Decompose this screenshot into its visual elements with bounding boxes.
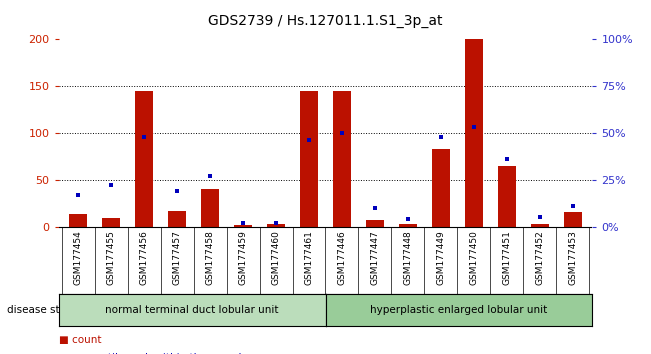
Point <box>205 173 215 179</box>
Text: GSM177459: GSM177459 <box>239 230 247 285</box>
Bar <box>300 91 318 227</box>
Point <box>534 214 545 220</box>
Text: GSM177457: GSM177457 <box>173 230 182 285</box>
Bar <box>497 166 516 227</box>
Point <box>469 124 479 130</box>
Text: GSM177454: GSM177454 <box>74 230 83 285</box>
Text: GSM177447: GSM177447 <box>370 230 380 285</box>
Text: ■ percentile rank within the sample: ■ percentile rank within the sample <box>59 353 247 354</box>
Text: GSM177455: GSM177455 <box>107 230 116 285</box>
Bar <box>465 39 483 227</box>
Bar <box>333 91 351 227</box>
Point <box>568 203 578 209</box>
Bar <box>102 218 120 227</box>
Text: GDS2739 / Hs.127011.1.S1_3p_at: GDS2739 / Hs.127011.1.S1_3p_at <box>208 14 443 28</box>
Bar <box>531 224 549 227</box>
Point <box>370 205 380 211</box>
Text: disease state ▶: disease state ▶ <box>7 305 87 315</box>
Text: GSM177452: GSM177452 <box>535 230 544 285</box>
Bar <box>69 215 87 227</box>
Point <box>403 216 413 222</box>
Text: GSM177453: GSM177453 <box>568 230 577 285</box>
Point <box>304 137 314 143</box>
Bar <box>432 149 450 227</box>
Bar <box>564 212 582 227</box>
Point <box>172 188 182 194</box>
Bar <box>234 225 252 227</box>
Text: GSM177460: GSM177460 <box>271 230 281 285</box>
Bar <box>168 211 186 227</box>
Point <box>73 192 83 198</box>
Point <box>436 134 446 139</box>
Point <box>271 220 281 225</box>
Text: hyperplastic enlarged lobular unit: hyperplastic enlarged lobular unit <box>370 305 547 315</box>
Point <box>139 134 150 139</box>
Point <box>337 130 347 136</box>
Bar <box>201 189 219 227</box>
Text: GSM177456: GSM177456 <box>140 230 149 285</box>
Bar <box>135 91 154 227</box>
Bar <box>267 224 285 227</box>
Text: GSM177449: GSM177449 <box>436 230 445 285</box>
Text: GSM177461: GSM177461 <box>305 230 314 285</box>
Text: ■ count: ■ count <box>59 335 101 345</box>
Point <box>501 156 512 162</box>
Text: GSM177450: GSM177450 <box>469 230 478 285</box>
Point <box>238 220 248 225</box>
Bar <box>399 224 417 227</box>
Text: GSM177448: GSM177448 <box>404 230 412 285</box>
Text: GSM177451: GSM177451 <box>502 230 511 285</box>
Text: GSM177458: GSM177458 <box>206 230 215 285</box>
Text: GSM177446: GSM177446 <box>337 230 346 285</box>
Text: normal terminal duct lobular unit: normal terminal duct lobular unit <box>105 305 279 315</box>
Bar <box>366 220 384 227</box>
Point <box>106 182 117 188</box>
